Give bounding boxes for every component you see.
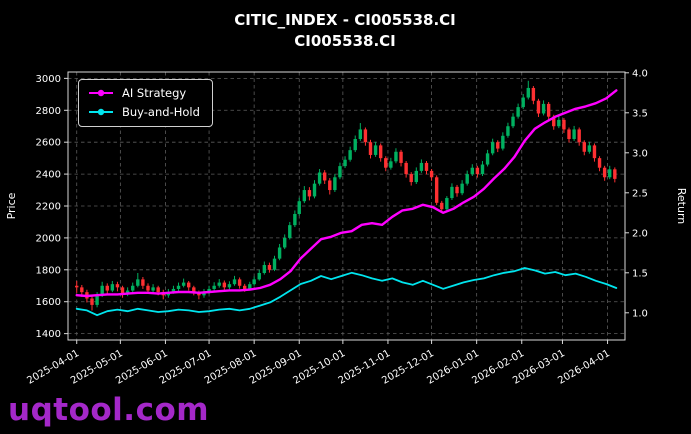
svg-text:1.0: 1.0 bbox=[632, 308, 648, 319]
legend: AI Strategy Buy-and-Hold bbox=[78, 79, 213, 127]
svg-text:2600: 2600 bbox=[36, 138, 61, 149]
buy-and-hold-line-marker-icon bbox=[89, 108, 113, 116]
line-series bbox=[75, 89, 618, 317]
svg-text:2.0: 2.0 bbox=[632, 228, 648, 239]
watermark: uqtool.com bbox=[8, 392, 209, 428]
svg-text:1.5: 1.5 bbox=[632, 268, 648, 279]
svg-text:2800: 2800 bbox=[36, 106, 61, 117]
left-axis-label: Price bbox=[5, 192, 18, 219]
legend-label-ai-strategy: AI Strategy bbox=[122, 86, 187, 100]
series-line-buy-and-hold bbox=[75, 267, 618, 317]
svg-text:3.5: 3.5 bbox=[632, 108, 648, 119]
candlestick-series bbox=[75, 80, 617, 311]
chart-title-line1: CITIC_INDEX - CI005538.CI bbox=[234, 11, 455, 29]
svg-text:4.0: 4.0 bbox=[632, 68, 648, 79]
svg-text:3.0: 3.0 bbox=[632, 148, 648, 159]
svg-text:1400: 1400 bbox=[36, 329, 61, 340]
svg-text:2.5: 2.5 bbox=[632, 188, 648, 199]
series-line-ai-strategy bbox=[75, 89, 618, 298]
svg-text:3000: 3000 bbox=[36, 74, 61, 85]
legend-item-ai-strategy: AI Strategy bbox=[88, 86, 200, 100]
legend-label-buy-and-hold: Buy-and-Hold bbox=[122, 105, 200, 119]
svg-text:2200: 2200 bbox=[36, 202, 61, 213]
ai-strategy-line-marker-icon bbox=[89, 89, 113, 97]
svg-text:1800: 1800 bbox=[36, 265, 61, 276]
svg-text:2000: 2000 bbox=[36, 233, 61, 244]
legend-item-buy-and-hold: Buy-and-Hold bbox=[88, 105, 200, 119]
svg-text:1600: 1600 bbox=[36, 297, 61, 308]
chart-title-line2: CI005538.CI bbox=[294, 32, 396, 50]
right-axis-label: Return bbox=[675, 188, 688, 225]
svg-text:2400: 2400 bbox=[36, 170, 61, 181]
